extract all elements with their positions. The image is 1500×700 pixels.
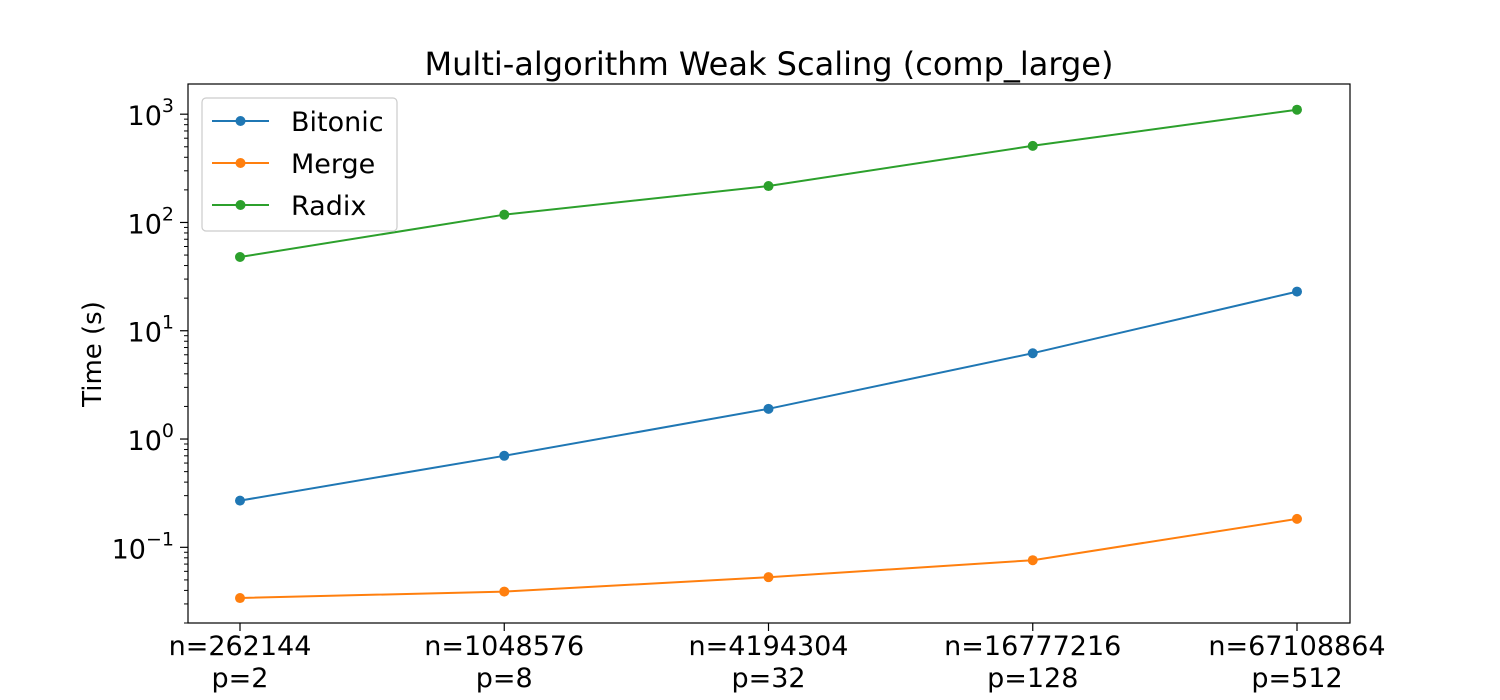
legend-box: [201, 97, 398, 232]
data-point-bitonic: [235, 495, 245, 506]
x-tick-label-p: p=512: [1251, 663, 1342, 694]
data-point-merge: [235, 593, 245, 604]
legend-marker-radix: [235, 200, 246, 210]
y-tick-exponent: 3: [162, 95, 174, 117]
data-point-bitonic: [499, 450, 510, 461]
x-tick-label-p: p=8: [476, 663, 533, 694]
series-bitonic: [235, 286, 1302, 506]
series-line-merge: [239, 517, 1298, 599]
x-tick-label-n: n=16777216: [944, 631, 1121, 662]
y-tick-base: 10: [128, 101, 162, 132]
x-tick-label-p: p=32: [731, 663, 805, 694]
chart-title: Multi-algorithm Weak Scaling (comp_large…: [425, 45, 1114, 83]
x-tick-label-n: n=1048576: [424, 631, 584, 662]
data-point-merge: [1292, 513, 1302, 524]
y-tick-base: 10: [128, 209, 162, 240]
series-layer: [235, 104, 1302, 604]
y-tick-label: 102: [128, 203, 174, 240]
data-point-merge: [763, 572, 774, 583]
data-point-radix: [1292, 104, 1302, 115]
legend-marker-bitonic: [235, 116, 246, 126]
y-tick-label: 100: [128, 420, 174, 457]
y-tick-base: 10: [128, 426, 162, 457]
x-tick-label-n: n=67108864: [1208, 631, 1385, 662]
legend-label-radix: Radix: [291, 191, 366, 222]
y-tick-exponent: 0: [162, 420, 174, 442]
data-point-bitonic: [1292, 286, 1302, 297]
data-point-bitonic: [763, 403, 774, 414]
legend-label-merge: Merge: [291, 149, 375, 180]
x-tick-label-p: p=128: [987, 663, 1078, 694]
data-point-merge: [499, 586, 510, 597]
data-point-radix: [235, 251, 245, 262]
y-tick-base: 10: [112, 534, 146, 565]
y-tick-exponent: 2: [162, 203, 174, 225]
series-radix: [235, 104, 1302, 262]
data-point-radix: [763, 181, 774, 192]
plot-frame: [187, 83, 1351, 624]
ticks-layer: 10310210110010−1n=262144p=2n=1048576p=8n…: [112, 95, 1386, 694]
y-tick-base: 10: [128, 318, 162, 349]
data-point-radix: [499, 209, 510, 220]
x-tick-label-n: n=262144: [169, 631, 312, 662]
legend-label-bitonic: Bitonic: [291, 107, 384, 138]
data-point-bitonic: [1027, 348, 1038, 359]
x-tick-label-n: n=4194304: [689, 631, 849, 662]
series-merge: [235, 513, 1302, 604]
y-tick-exponent: −1: [146, 528, 174, 550]
data-point-radix: [1027, 140, 1038, 151]
legend: Bitonic Merge Radix: [201, 97, 398, 232]
data-point-merge: [1027, 555, 1038, 566]
y-axis-label: Time (s): [78, 301, 108, 408]
series-line-bitonic: [239, 290, 1298, 502]
y-tick-label: 101: [128, 312, 174, 349]
y-tick-label: 103: [128, 95, 174, 132]
y-tick-exponent: 1: [162, 312, 174, 334]
y-tick-label: 10−1: [112, 528, 174, 565]
legend-marker-merge: [235, 158, 246, 168]
x-tick-label-p: p=2: [212, 663, 269, 694]
